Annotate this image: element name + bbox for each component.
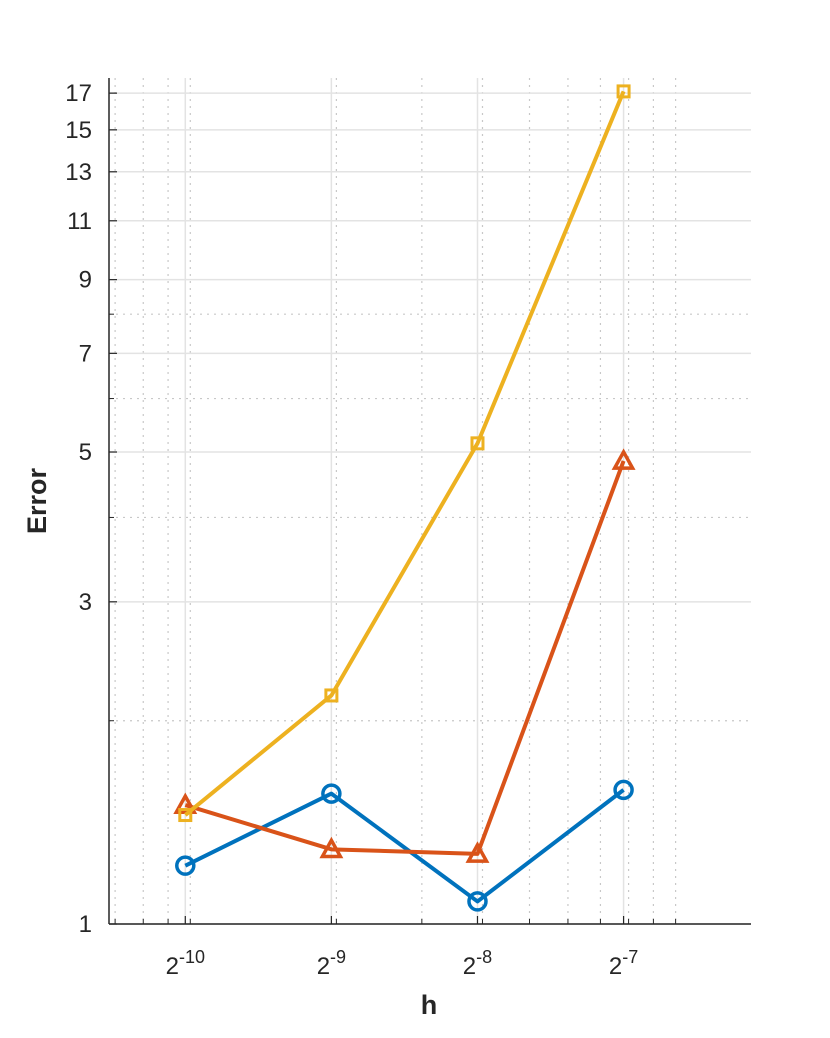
triangle-marker xyxy=(465,841,490,863)
triangle-marker xyxy=(173,792,198,815)
square-marker xyxy=(324,688,339,703)
axes xyxy=(108,78,751,925)
series-2 xyxy=(173,448,636,863)
triangle-marker xyxy=(611,448,636,470)
series-line xyxy=(184,788,625,904)
square-marker xyxy=(470,436,485,451)
y-tick-label: 15 xyxy=(65,117,92,144)
circle-marker xyxy=(467,891,488,912)
series-3 xyxy=(178,84,631,823)
x-axis-label: h xyxy=(421,990,438,1020)
square-marker xyxy=(616,84,631,99)
circle-marker xyxy=(321,783,342,804)
x-tick-label: 2-10 xyxy=(166,947,205,980)
y-axis-label: Error xyxy=(22,467,52,534)
x-tick-label: 2-8 xyxy=(463,947,492,980)
series-line xyxy=(184,460,626,856)
y-tick-label: 11 xyxy=(67,208,92,235)
y-tick-label: 1 xyxy=(79,911,92,938)
minor-grid xyxy=(109,78,751,924)
circle-marker xyxy=(613,779,634,801)
y-tick-label: 5 xyxy=(79,439,92,466)
y-tick-label: 3 xyxy=(79,589,92,616)
x-tick-label: 2-7 xyxy=(609,947,638,980)
y-tick-label: 17 xyxy=(65,80,92,107)
square-marker xyxy=(178,808,193,823)
series-line xyxy=(184,90,626,817)
y-tick-label: 7 xyxy=(79,340,92,367)
x-tick-label: 2-9 xyxy=(317,947,346,980)
y-tick-label: 13 xyxy=(65,159,92,186)
series-layer xyxy=(173,84,636,912)
y-tick-label: 9 xyxy=(79,267,92,294)
series-1 xyxy=(175,779,634,912)
circle-marker xyxy=(175,855,196,876)
triangle-marker xyxy=(319,836,344,859)
